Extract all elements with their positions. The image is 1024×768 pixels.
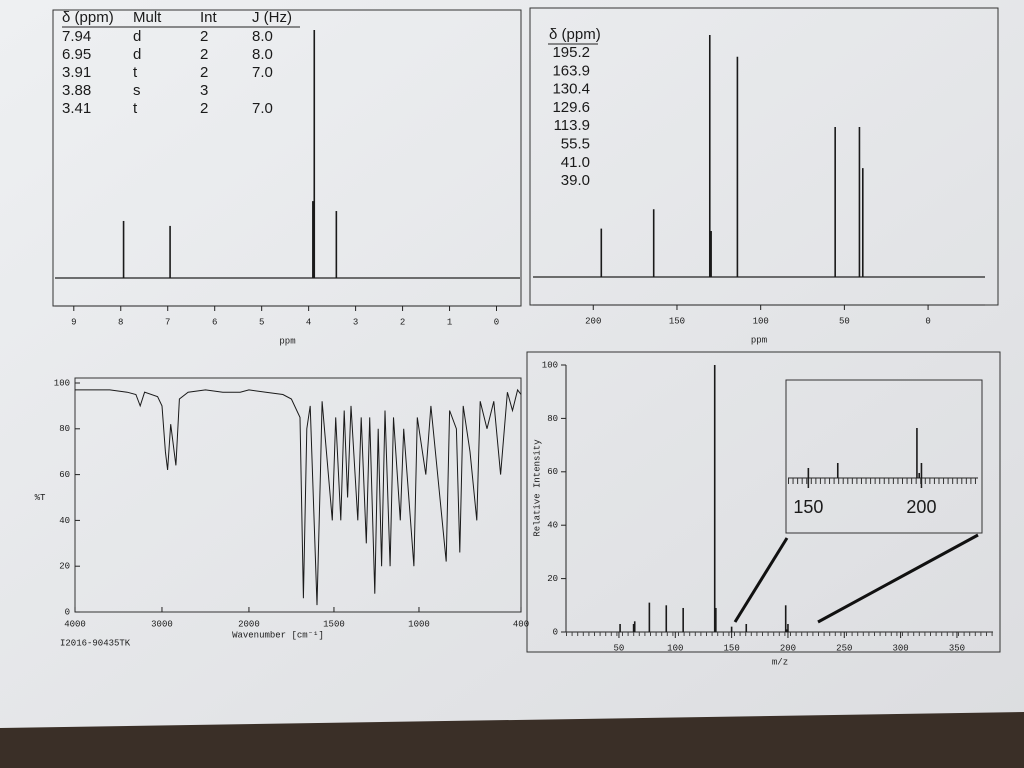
y-tick-label: 100 xyxy=(54,378,70,388)
table-header: Mult xyxy=(133,9,162,26)
inset-connector xyxy=(817,533,979,624)
y-tick-label: 40 xyxy=(59,516,70,526)
table-cell: 8.0 xyxy=(252,28,273,45)
x-axis-label: ppm xyxy=(279,336,295,346)
table-cell: 129.6 xyxy=(552,99,590,116)
x-tick-label: 200 xyxy=(780,643,796,653)
y-tick-label: 40 xyxy=(547,521,558,531)
x-tick-label: 100 xyxy=(667,643,683,653)
table-cell: 8.0 xyxy=(252,46,273,63)
x-tick-label: 150 xyxy=(669,316,685,326)
paper-sheet xyxy=(0,0,1024,728)
y-tick-label: 80 xyxy=(59,424,70,434)
table-cell: 7.94 xyxy=(62,28,91,45)
y-axis-label: Relative Intensity xyxy=(532,439,542,537)
table-cell: 130.4 xyxy=(552,81,590,98)
y-tick-label: 80 xyxy=(547,414,558,424)
y-tick-label: 60 xyxy=(547,467,558,477)
x-axis-label: ppm xyxy=(751,335,767,345)
table-cell: d xyxy=(133,46,141,63)
table-cell: 3.91 xyxy=(62,64,91,81)
y-axis-label: %T xyxy=(35,493,46,503)
ir-trace xyxy=(75,388,522,606)
table-cell: t xyxy=(133,64,138,81)
x-tick-label: 6 xyxy=(212,317,217,327)
table-header: δ (ppm) xyxy=(62,9,114,26)
x-tick-label: 3 xyxy=(353,317,358,327)
x-tick-label: 0 xyxy=(925,316,930,326)
x-tick-label: 200 xyxy=(585,316,601,326)
table-header: J (Hz) xyxy=(252,9,292,26)
x-tick-label: 1000 xyxy=(408,619,430,629)
x-tick-label: 100 xyxy=(753,316,769,326)
table-cell: 39.0 xyxy=(561,172,590,189)
plot-frame xyxy=(74,377,522,613)
y-tick-label: 100 xyxy=(542,360,558,370)
table-cell: 6.95 xyxy=(62,46,91,63)
table-cell: 3 xyxy=(200,82,208,99)
table-header: δ (ppm) xyxy=(549,26,601,43)
table-cell: 7.0 xyxy=(252,64,273,81)
x-axis-label: Wavenumber [cm⁻¹] xyxy=(232,630,324,640)
table-header: Int xyxy=(200,9,218,26)
inset-x-tick-label: 200 xyxy=(906,497,936,517)
x-tick-label: 50 xyxy=(839,316,850,326)
ms-frame xyxy=(526,351,1001,653)
ms-inset-frame xyxy=(785,379,983,534)
x-tick-label: 250 xyxy=(836,643,852,653)
table-cell: 55.5 xyxy=(561,135,590,152)
x-tick-label: 3000 xyxy=(151,619,173,629)
inset-x-tick-label: 150 xyxy=(793,497,823,517)
table-cell: s xyxy=(133,82,141,99)
table-cell: t xyxy=(133,100,138,117)
x-tick-label: 5 xyxy=(259,317,264,327)
x-tick-label: 1500 xyxy=(323,619,345,629)
x-tick-label: 150 xyxy=(724,643,740,653)
table-cell: 2 xyxy=(200,100,208,117)
table-cell: 2 xyxy=(200,64,208,81)
inset-connector xyxy=(733,537,789,623)
x-tick-label: 2 xyxy=(400,317,405,327)
y-tick-label: 0 xyxy=(65,607,70,617)
table-cell: 195.2 xyxy=(552,44,590,61)
table-cell: 163.9 xyxy=(552,62,590,79)
y-tick-label: 0 xyxy=(553,627,558,637)
x-axis-label: m/z xyxy=(772,657,788,667)
x-tick-label: 50 xyxy=(614,643,625,653)
table-cell: d xyxy=(133,28,141,45)
x-tick-label: 400 xyxy=(513,619,529,629)
y-tick-label: 20 xyxy=(59,562,70,572)
x-tick-label: 4 xyxy=(306,317,311,327)
x-tick-label: 2000 xyxy=(238,619,260,629)
table-cell: 2 xyxy=(200,46,208,63)
table-cell: 41.0 xyxy=(561,154,590,171)
x-tick-label: 8 xyxy=(118,317,123,327)
x-tick-label: 350 xyxy=(949,643,965,653)
x-tick-label: 1 xyxy=(447,317,452,327)
table-cell: 113.9 xyxy=(554,117,590,134)
x-tick-label: 4000 xyxy=(64,619,86,629)
table-cell: 3.88 xyxy=(62,82,91,99)
footnote: I2016-90435TK xyxy=(60,638,131,648)
x-tick-label: 0 xyxy=(494,317,499,327)
y-tick-label: 20 xyxy=(547,574,558,584)
x-tick-label: 9 xyxy=(71,317,76,327)
x-tick-label: 300 xyxy=(893,643,909,653)
y-tick-label: 60 xyxy=(59,470,70,480)
table-cell: 2 xyxy=(200,28,208,45)
x-tick-label: 7 xyxy=(165,317,170,327)
table-cell: 7.0 xyxy=(252,100,273,117)
table-cell: 3.41 xyxy=(62,100,91,117)
